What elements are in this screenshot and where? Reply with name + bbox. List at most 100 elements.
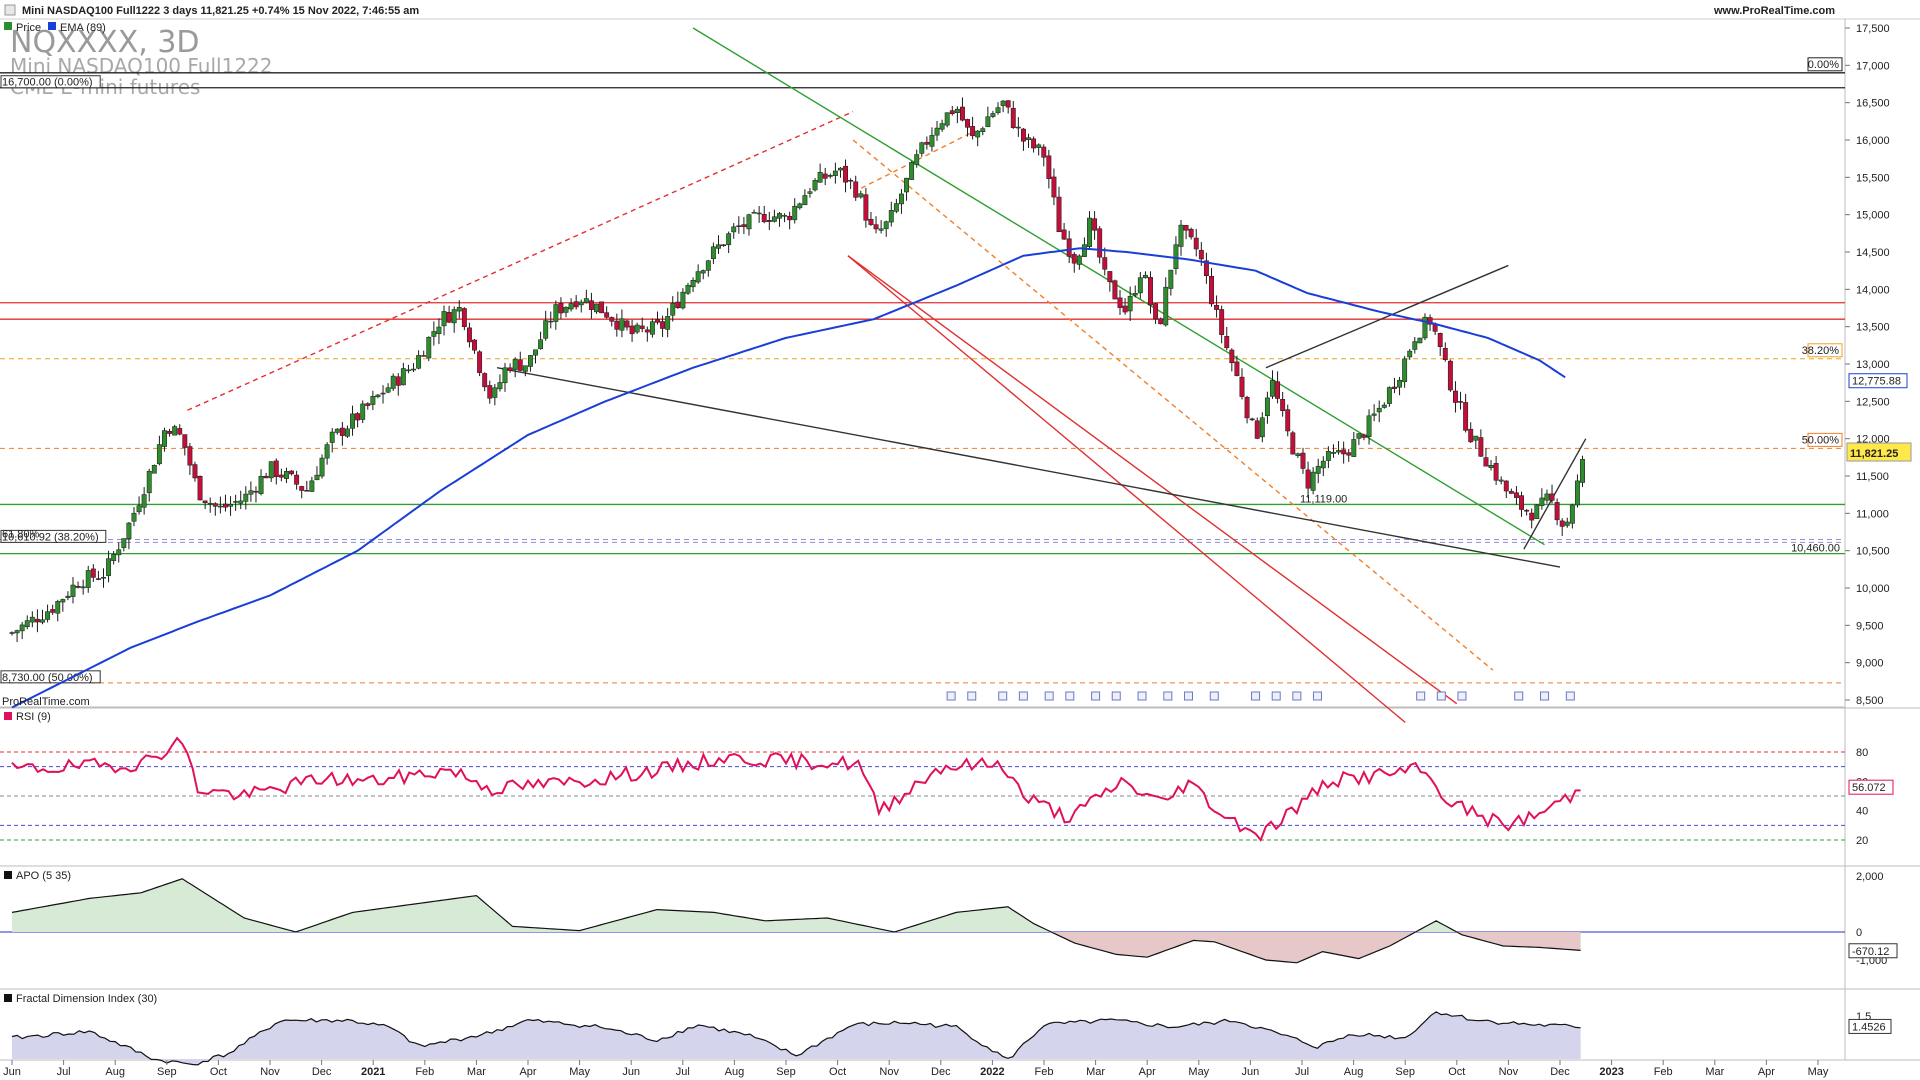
candle[interactable] (838, 167, 843, 171)
candle[interactable] (909, 162, 915, 180)
candle[interactable] (217, 505, 223, 508)
candle[interactable] (675, 301, 681, 308)
candle[interactable] (162, 430, 167, 447)
candle[interactable] (522, 365, 528, 372)
trendline[interactable] (692, 27, 1545, 546)
candle[interactable] (1366, 415, 1372, 438)
candle[interactable] (609, 317, 615, 322)
candle[interactable] (1371, 413, 1377, 416)
candle[interactable] (634, 324, 640, 333)
candle[interactable] (156, 444, 162, 465)
candle[interactable] (390, 375, 396, 389)
candle[interactable] (472, 339, 477, 351)
candle[interactable] (355, 413, 361, 421)
candle[interactable] (258, 476, 264, 494)
candle[interactable] (558, 302, 564, 314)
candle[interactable] (19, 624, 25, 632)
candle[interactable] (1132, 293, 1138, 296)
candle[interactable] (685, 285, 691, 294)
candle[interactable] (1005, 100, 1011, 108)
candle[interactable] (309, 480, 315, 492)
candle[interactable] (604, 312, 610, 318)
candle[interactable] (197, 476, 203, 501)
candle[interactable] (1524, 509, 1530, 512)
event-icon[interactable] (1271, 691, 1281, 701)
candle[interactable] (1137, 277, 1143, 294)
candle[interactable] (797, 203, 803, 209)
candle[interactable] (294, 474, 300, 485)
candle[interactable] (1376, 407, 1382, 413)
candle[interactable] (324, 444, 330, 459)
candle[interactable] (385, 387, 391, 393)
candle[interactable] (1447, 360, 1453, 391)
candle[interactable] (710, 246, 716, 259)
candle[interactable] (1280, 399, 1286, 412)
candle[interactable] (1478, 437, 1484, 457)
candle[interactable] (721, 244, 727, 247)
candle[interactable] (1397, 379, 1402, 388)
candle[interactable] (487, 385, 493, 399)
event-icon[interactable] (1209, 691, 1219, 701)
candle[interactable] (1031, 138, 1037, 149)
candle[interactable] (1402, 358, 1408, 383)
candle[interactable] (624, 320, 630, 328)
candle[interactable] (1178, 224, 1184, 247)
candle[interactable] (1336, 450, 1342, 453)
candle[interactable] (345, 428, 350, 437)
candle[interactable] (863, 194, 869, 221)
candle[interactable] (65, 595, 71, 598)
candle[interactable] (421, 355, 427, 357)
candle[interactable] (1112, 280, 1118, 300)
event-icon[interactable] (1183, 691, 1193, 701)
candle[interactable] (578, 301, 584, 306)
candle[interactable] (995, 107, 1001, 114)
candle[interactable] (614, 320, 620, 330)
candle[interactable] (1076, 255, 1082, 265)
candle[interactable] (639, 325, 645, 329)
candle[interactable] (507, 367, 513, 371)
candle[interactable] (299, 486, 305, 491)
candle[interactable] (1188, 228, 1194, 238)
candle[interactable] (695, 271, 701, 283)
candle[interactable] (1569, 504, 1575, 524)
event-icon[interactable] (1044, 691, 1054, 701)
candle[interactable] (380, 392, 386, 395)
candle[interactable] (919, 142, 925, 154)
candle[interactable] (787, 215, 793, 221)
candle[interactable] (853, 181, 859, 198)
event-icon[interactable] (1137, 691, 1147, 701)
candle[interactable] (629, 325, 635, 335)
candle[interactable] (192, 464, 198, 479)
event-icon[interactable] (1312, 691, 1322, 701)
candle[interactable] (1539, 497, 1545, 506)
event-icon[interactable] (1416, 691, 1426, 701)
candle[interactable] (1142, 274, 1148, 279)
candle[interactable] (365, 403, 371, 406)
candle[interactable] (126, 522, 132, 540)
candle[interactable] (1259, 417, 1265, 438)
event-icon[interactable] (998, 691, 1008, 701)
candle[interactable] (50, 609, 56, 613)
candle[interactable] (177, 428, 183, 435)
candle[interactable] (777, 213, 782, 219)
candle[interactable] (497, 382, 503, 390)
candle[interactable] (741, 224, 747, 227)
candle[interactable] (1437, 333, 1443, 348)
trendline[interactable] (187, 110, 854, 411)
candle[interactable] (1249, 418, 1255, 421)
candle[interactable] (411, 368, 416, 371)
candle[interactable] (1529, 512, 1535, 521)
candle[interactable] (1092, 218, 1098, 231)
candle[interactable] (1473, 435, 1479, 441)
candle[interactable] (883, 221, 889, 229)
candle[interactable] (1066, 238, 1072, 257)
candle[interactable] (1463, 402, 1469, 431)
candle[interactable] (990, 113, 996, 117)
candle[interactable] (400, 368, 406, 386)
candle[interactable] (1458, 401, 1463, 403)
ema-legend[interactable]: EMA (89) (48, 22, 106, 34)
candle[interactable] (55, 601, 61, 614)
candle[interactable] (1453, 390, 1458, 403)
candle[interactable] (248, 490, 254, 495)
